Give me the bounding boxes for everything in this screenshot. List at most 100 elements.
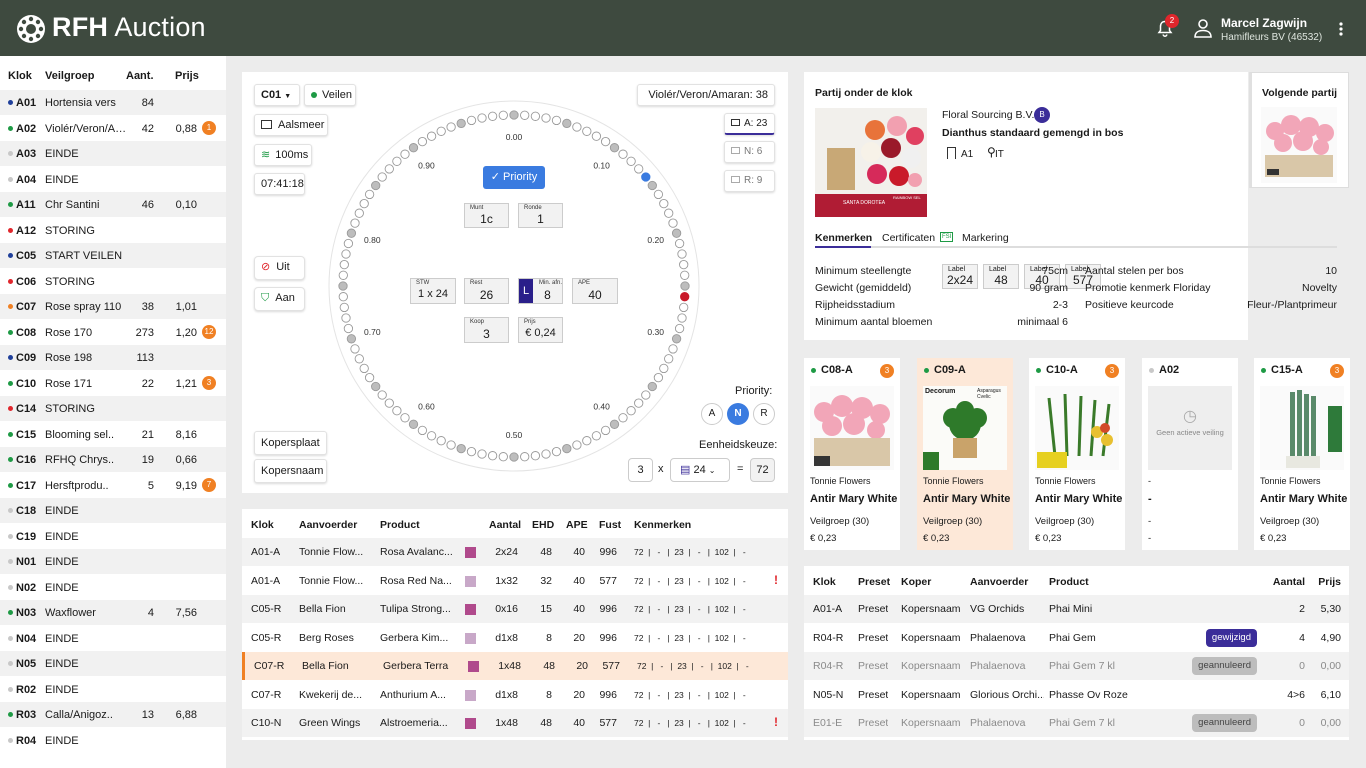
cell-aanvoerder: Tonnie Flow... xyxy=(299,546,364,558)
lot-card[interactable]: A02 ◷ Geen actieve veiling - - - - xyxy=(1142,358,1238,550)
lot-card[interactable]: C09-A Decorum Asparagus Cvelic Tonnie Flowe… xyxy=(917,358,1013,550)
priority-r[interactable]: R xyxy=(753,403,775,425)
th-klok[interactable]: Klok xyxy=(813,576,836,588)
col-header-prijs[interactable]: Prijs xyxy=(175,70,199,82)
clock-row[interactable]: A02 Violér/Veron/Am... 42 0,88 1 xyxy=(0,116,226,141)
cell-fust: 577 xyxy=(599,574,617,587)
priority-n[interactable]: N xyxy=(727,403,749,425)
clock-row[interactable]: N01 EINDE xyxy=(0,549,226,574)
table-row[interactable]: C07-R Kwekerij de... Anthurium A... d1x8 8 20… xyxy=(242,680,788,709)
th-ape[interactable]: APE xyxy=(566,519,588,531)
user-name[interactable]: Marcel Zagwijn xyxy=(1221,16,1308,30)
th-product[interactable]: Product xyxy=(1049,576,1089,588)
image-product-text: Asparagus Cvelic xyxy=(977,388,1001,400)
th-prijs[interactable]: Prijs xyxy=(1318,576,1341,588)
tab-kenmerken[interactable]: Kenmerken xyxy=(815,232,873,244)
tab-markering[interactable]: Markering xyxy=(962,232,1009,244)
clock-row[interactable]: C14 STORING xyxy=(0,396,226,421)
clock-row[interactable]: C16 RFHQ Chrys.. 19 0,66 xyxy=(0,447,226,472)
aan-button[interactable]: ⛉ Aan xyxy=(254,287,305,311)
clock-row[interactable]: C10 Rose 171 22 1,21 3 xyxy=(0,371,226,396)
cell-ehd: 15 xyxy=(540,603,552,615)
clock-row[interactable]: C08 Rose 170 273 1,20 12 xyxy=(0,320,226,345)
priority-button[interactable]: ✓ Priority xyxy=(483,166,545,189)
th-product[interactable]: Product xyxy=(380,519,420,531)
table-row[interactable]: N05-N Preset Kopersnaam Glorious Orchi... Ph… xyxy=(804,680,1349,709)
unit-select[interactable]: ▤ 24 ⌄ xyxy=(670,458,730,482)
th-aantal[interactable]: Aantal xyxy=(1272,576,1305,588)
clock-row[interactable]: A11 Chr Santini 46 0,10 xyxy=(0,192,226,217)
tab-r[interactable]: R: 9 xyxy=(724,170,775,192)
th-fust[interactable]: Fust xyxy=(599,519,622,531)
clock-row[interactable]: R03 Calla/Anigoz.. 13 6,88 xyxy=(0,702,226,727)
lot-card[interactable]: C10-A 3 Tonnie Flowers Antir Mary White Veil… xyxy=(1029,358,1125,550)
cell-aanvoerder: Kwekerij de... xyxy=(299,688,363,701)
stw-box: STW 1 x 24 xyxy=(410,278,456,304)
clock-row[interactable]: C19 EINDE xyxy=(0,524,226,549)
tab-certificaten[interactable]: Certificaten xyxy=(882,232,936,244)
dial-bulb xyxy=(664,208,674,218)
spec-key: Positieve keurcode xyxy=(1085,299,1174,311)
table-row[interactable]: R04-R Preset Kopersnaam Phalaenova Phai Gem … xyxy=(804,652,1349,680)
cell-product: Gerbera Kim... xyxy=(380,631,449,644)
table-row[interactable]: A01-A Tonnie Flow... Rosa Red Na... 1x32 32 4… xyxy=(242,566,788,595)
lot-card[interactable]: C15-A 3 Tonnie Flowers Antir Mary White Veil… xyxy=(1254,358,1350,550)
clock-row[interactable]: A04 EINDE xyxy=(0,167,226,192)
table-row[interactable]: A01-A Tonnie Flow... Rosa Avalanc... 2x24 48… xyxy=(242,538,788,566)
user-icon[interactable] xyxy=(1193,18,1213,38)
clock-row[interactable]: R02 EINDE xyxy=(0,677,226,702)
table-row[interactable]: C10-N Green Wings Alstroemeria... 1x48 48 40 5… xyxy=(242,709,788,737)
col-header-veilgroep[interactable]: Veilgroep xyxy=(45,70,95,82)
kopersplaat-button[interactable]: Kopersplaat xyxy=(254,431,327,455)
qty-input[interactable]: 3 xyxy=(628,458,653,482)
clock-row[interactable]: C07 Rose spray 110 38 1,01 xyxy=(0,294,226,319)
clock-row[interactable]: C05 START VEILEN xyxy=(0,243,226,268)
dial-bulb xyxy=(436,436,446,446)
col-header-aant[interactable]: Aant. xyxy=(126,70,154,82)
col-header-klok[interactable]: Klok xyxy=(8,70,32,82)
clock-row[interactable]: C09 Rose 198 113 xyxy=(0,345,226,370)
clock-row[interactable]: N04 EINDE xyxy=(0,626,226,651)
clock-row[interactable]: A12 STORING xyxy=(0,218,226,243)
clock-row[interactable]: A01 Hortensia vers 84 xyxy=(0,90,226,115)
clock-row[interactable]: A03 EINDE xyxy=(0,141,226,166)
table-row[interactable]: C05-R Berg Roses Gerbera Kim... d1x8 8 20 996 7… xyxy=(242,623,788,652)
clock-row[interactable]: N02 EINDE xyxy=(0,575,226,600)
dial-bulb xyxy=(377,390,387,400)
veilgroep: Waxflower xyxy=(45,607,96,619)
clock-row[interactable]: C18 EINDE xyxy=(0,498,226,523)
th-aantal[interactable]: Aantal xyxy=(489,519,522,531)
clock-row[interactable]: C17 Hersftprodu.. 5 9,19 7 xyxy=(0,473,226,498)
tab-n[interactable]: N: 6 xyxy=(724,141,775,163)
th-preset[interactable]: Preset xyxy=(858,576,891,588)
cell-aanvoerder: Glorious Orchi... xyxy=(970,688,1044,701)
table-row[interactable]: C07-R Bella Fion Gerbera Terra 1x48 48 20 577 7… xyxy=(242,652,788,680)
tab-a[interactable]: A: 23 xyxy=(724,113,775,135)
kopersnaam-button[interactable]: Kopersnaam xyxy=(254,459,327,483)
clock-row[interactable]: C06 STORING xyxy=(0,269,226,294)
table-row[interactable]: E01-E Preset Kopersnaam Phalaenova Phai Gem … xyxy=(804,709,1349,737)
th-klok[interactable]: Klok xyxy=(251,519,274,531)
more-menu-icon[interactable] xyxy=(1338,21,1344,37)
th-kenmerken[interactable]: Kenmerken xyxy=(634,519,692,531)
th-koper[interactable]: Koper xyxy=(901,576,932,588)
prijs-box: Prijs € 0,24 xyxy=(518,317,563,343)
dial-bulb xyxy=(477,449,487,459)
table-row[interactable]: A01-A Preset Kopersnaam VG Orchids Phai Mini… xyxy=(804,595,1349,623)
th-ehd[interactable]: EHD xyxy=(532,519,555,531)
table-row[interactable]: R04-R Preset Kopersnaam Phalaenova Phai Gem g… xyxy=(804,623,1349,652)
th-aanvoerder[interactable]: Aanvoerder xyxy=(970,576,1029,588)
cell-prijs: 0,00 xyxy=(1320,660,1341,672)
priority-a[interactable]: A xyxy=(701,403,723,425)
clock-select[interactable]: C01 ▼ xyxy=(254,84,300,106)
lot-image: ◷ Geen actieve veiling xyxy=(1148,386,1232,470)
clock-row[interactable]: N03 Waxflower 4 7,56 xyxy=(0,600,226,625)
lot-card[interactable]: C08-A 3 Tonnie Flowers Antir Mary White Veil… xyxy=(804,358,900,550)
clock-row[interactable]: C15 Blooming sel.. 21 8,16 xyxy=(0,422,226,447)
clock-row[interactable]: N05 EINDE xyxy=(0,651,226,676)
table-row[interactable]: C05-R Bella Fion Tulipa Strong... 0x16 15 40 9… xyxy=(242,595,788,623)
uit-button[interactable]: ⊘ Uit xyxy=(254,256,305,280)
price: 7,56 xyxy=(175,607,197,619)
th-aanvoerder[interactable]: Aanvoerder xyxy=(299,519,358,531)
clock-row[interactable]: R04 EINDE xyxy=(0,728,226,753)
